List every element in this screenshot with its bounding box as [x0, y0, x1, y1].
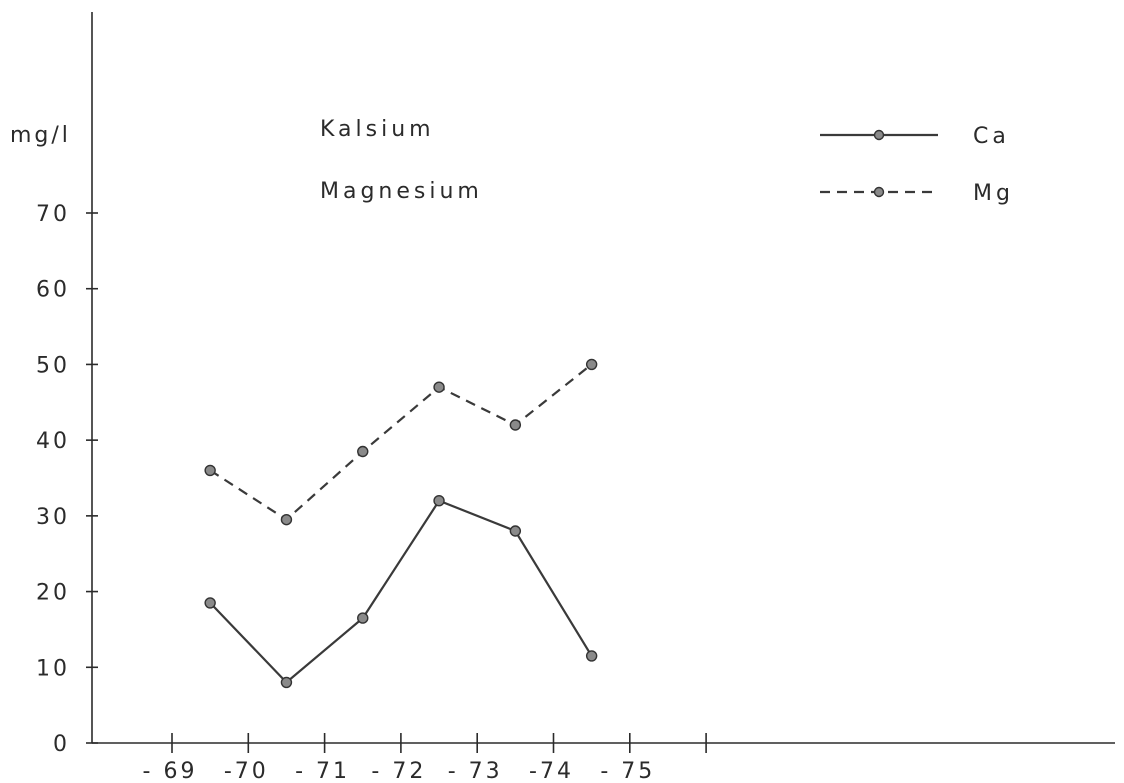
- data-point-mg: [280, 513, 293, 526]
- y-tick-label: 20: [36, 581, 70, 606]
- y-tick-label: 0: [53, 732, 70, 757]
- data-point-ca: [204, 597, 216, 609]
- series-layer: [204, 358, 598, 689]
- x-tick-label: -70: [224, 759, 269, 783]
- x-tick-label: - 73: [448, 759, 503, 783]
- legend-label-ca: Ca: [973, 124, 1010, 149]
- x-tick-label: -74: [529, 759, 574, 783]
- y-tick-label: 10: [36, 656, 70, 681]
- legend: Ca Mg: [820, 124, 1014, 206]
- data-point-mg: [357, 445, 369, 458]
- series-line-ca: [209, 499, 593, 684]
- data-point-ca: [585, 650, 598, 662]
- data-point-mg: [585, 358, 598, 371]
- y-tick-label: 60: [36, 278, 70, 303]
- y-ticks: 0 10 20 30 40 50 60 70: [36, 202, 98, 757]
- x-tick-label: - 69: [143, 759, 198, 783]
- data-point-mg: [204, 464, 216, 477]
- legend-marker-ca: [873, 129, 885, 141]
- data-point-ca: [509, 525, 522, 537]
- legend-label-mg: Mg: [973, 181, 1014, 206]
- y-tick-label: 70: [36, 202, 70, 227]
- y-tick-label: 40: [36, 429, 70, 454]
- axes: [91, 12, 1115, 744]
- legend-marker-mg: [873, 186, 885, 198]
- x-tick-label: - 72: [371, 759, 426, 783]
- annotation-kalsium: Kalsium: [320, 117, 435, 142]
- y-tick-label: 30: [36, 505, 70, 530]
- y-tick-label: 50: [36, 353, 70, 378]
- series-line-mg: [209, 363, 593, 521]
- x-ticks: - 69 -70 - 71 - 72 - 73 -74 - 75: [143, 733, 707, 783]
- data-point-ca: [357, 612, 369, 624]
- x-tick-label: - 71: [295, 759, 350, 783]
- data-point-ca: [280, 676, 293, 689]
- annotation-magnesium: Magnesium: [320, 179, 483, 204]
- y-axis-label: mg/l: [10, 123, 71, 148]
- x-tick-label: - 75: [600, 759, 655, 783]
- data-point-mg: [509, 419, 522, 431]
- data-point-mg: [433, 381, 445, 393]
- data-point-ca: [433, 495, 445, 507]
